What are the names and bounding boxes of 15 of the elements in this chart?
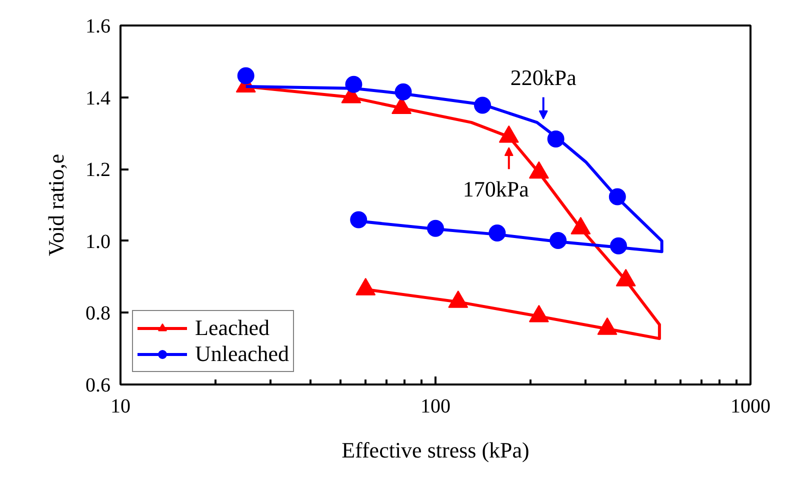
y-tick-label: 0.8 — [86, 302, 110, 325]
annotation: 220kPa — [510, 65, 577, 90]
y-tick-label: 1.6 — [86, 16, 110, 38]
y-tick-label: 0.6 — [86, 374, 110, 396]
x-tick-label: 10 — [110, 396, 130, 418]
legend-label: Unleached — [195, 341, 290, 367]
y-axis-title: Void ratio,e — [44, 154, 68, 256]
x-tick-label: 100 — [420, 396, 450, 418]
x-tick-label: 1000 — [730, 396, 770, 418]
legend-label: Leached — [195, 315, 270, 341]
x-axis-title: Effective stress (kPa) — [342, 438, 530, 462]
y-tick-label: 1.0 — [86, 230, 110, 253]
y-tick-label: 1.2 — [86, 159, 110, 182]
y-tick-label: 1.4 — [86, 87, 110, 110]
annotation: 170kPa — [462, 176, 530, 202]
